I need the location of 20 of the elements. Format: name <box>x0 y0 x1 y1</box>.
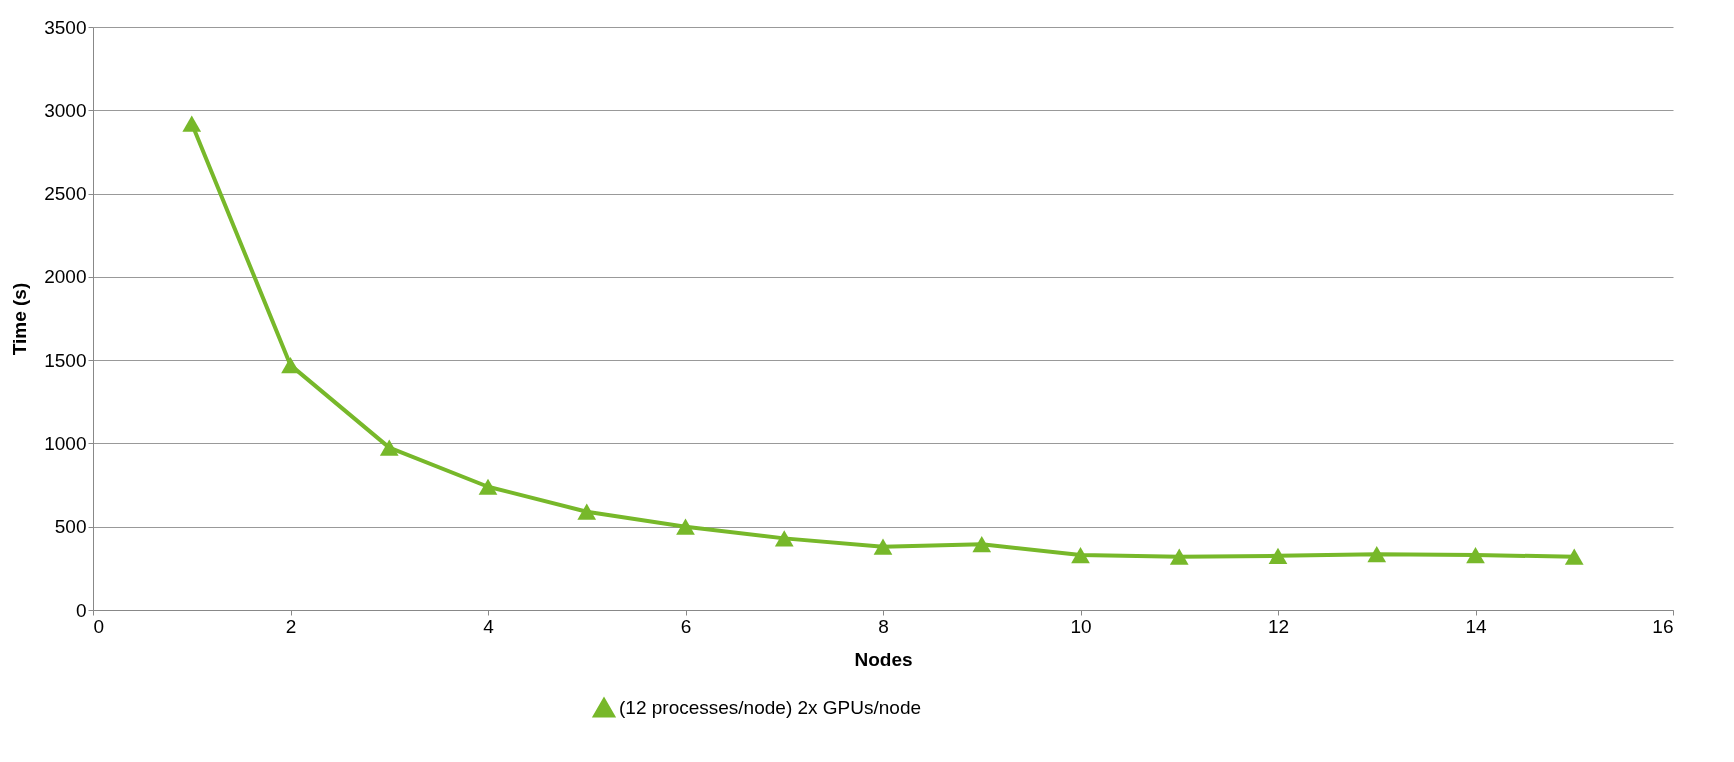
y-tick-label: 0 <box>75 599 87 621</box>
y-tick-label: 3000 <box>44 99 87 121</box>
y-tick-label: 1000 <box>44 432 87 454</box>
x-tick-label: 16 <box>1652 615 1674 637</box>
x-tick-label: 0 <box>93 615 105 637</box>
y-tick-label: 1500 <box>44 349 87 371</box>
x-axis-title: Nodes <box>854 648 913 670</box>
x-tick-label: 4 <box>483 615 495 637</box>
x-tick-label: 2 <box>285 615 297 637</box>
legend-label: (12 processes/node) 2x GPUs/node <box>619 697 922 718</box>
x-tick-label: 6 <box>680 615 692 637</box>
x-tick-label: 12 <box>1267 615 1290 637</box>
x-tick-label: 8 <box>878 615 889 637</box>
y-tick-label: 2500 <box>44 183 87 205</box>
y-axis-title: Time (s) <box>9 282 31 356</box>
y-tick-label: 500 <box>54 516 87 538</box>
x-tick-label: 14 <box>1465 615 1487 637</box>
x-tick-label: 10 <box>1070 615 1092 637</box>
y-tick-label: 2000 <box>44 266 87 288</box>
y-tick-label: 3500 <box>44 16 87 38</box>
